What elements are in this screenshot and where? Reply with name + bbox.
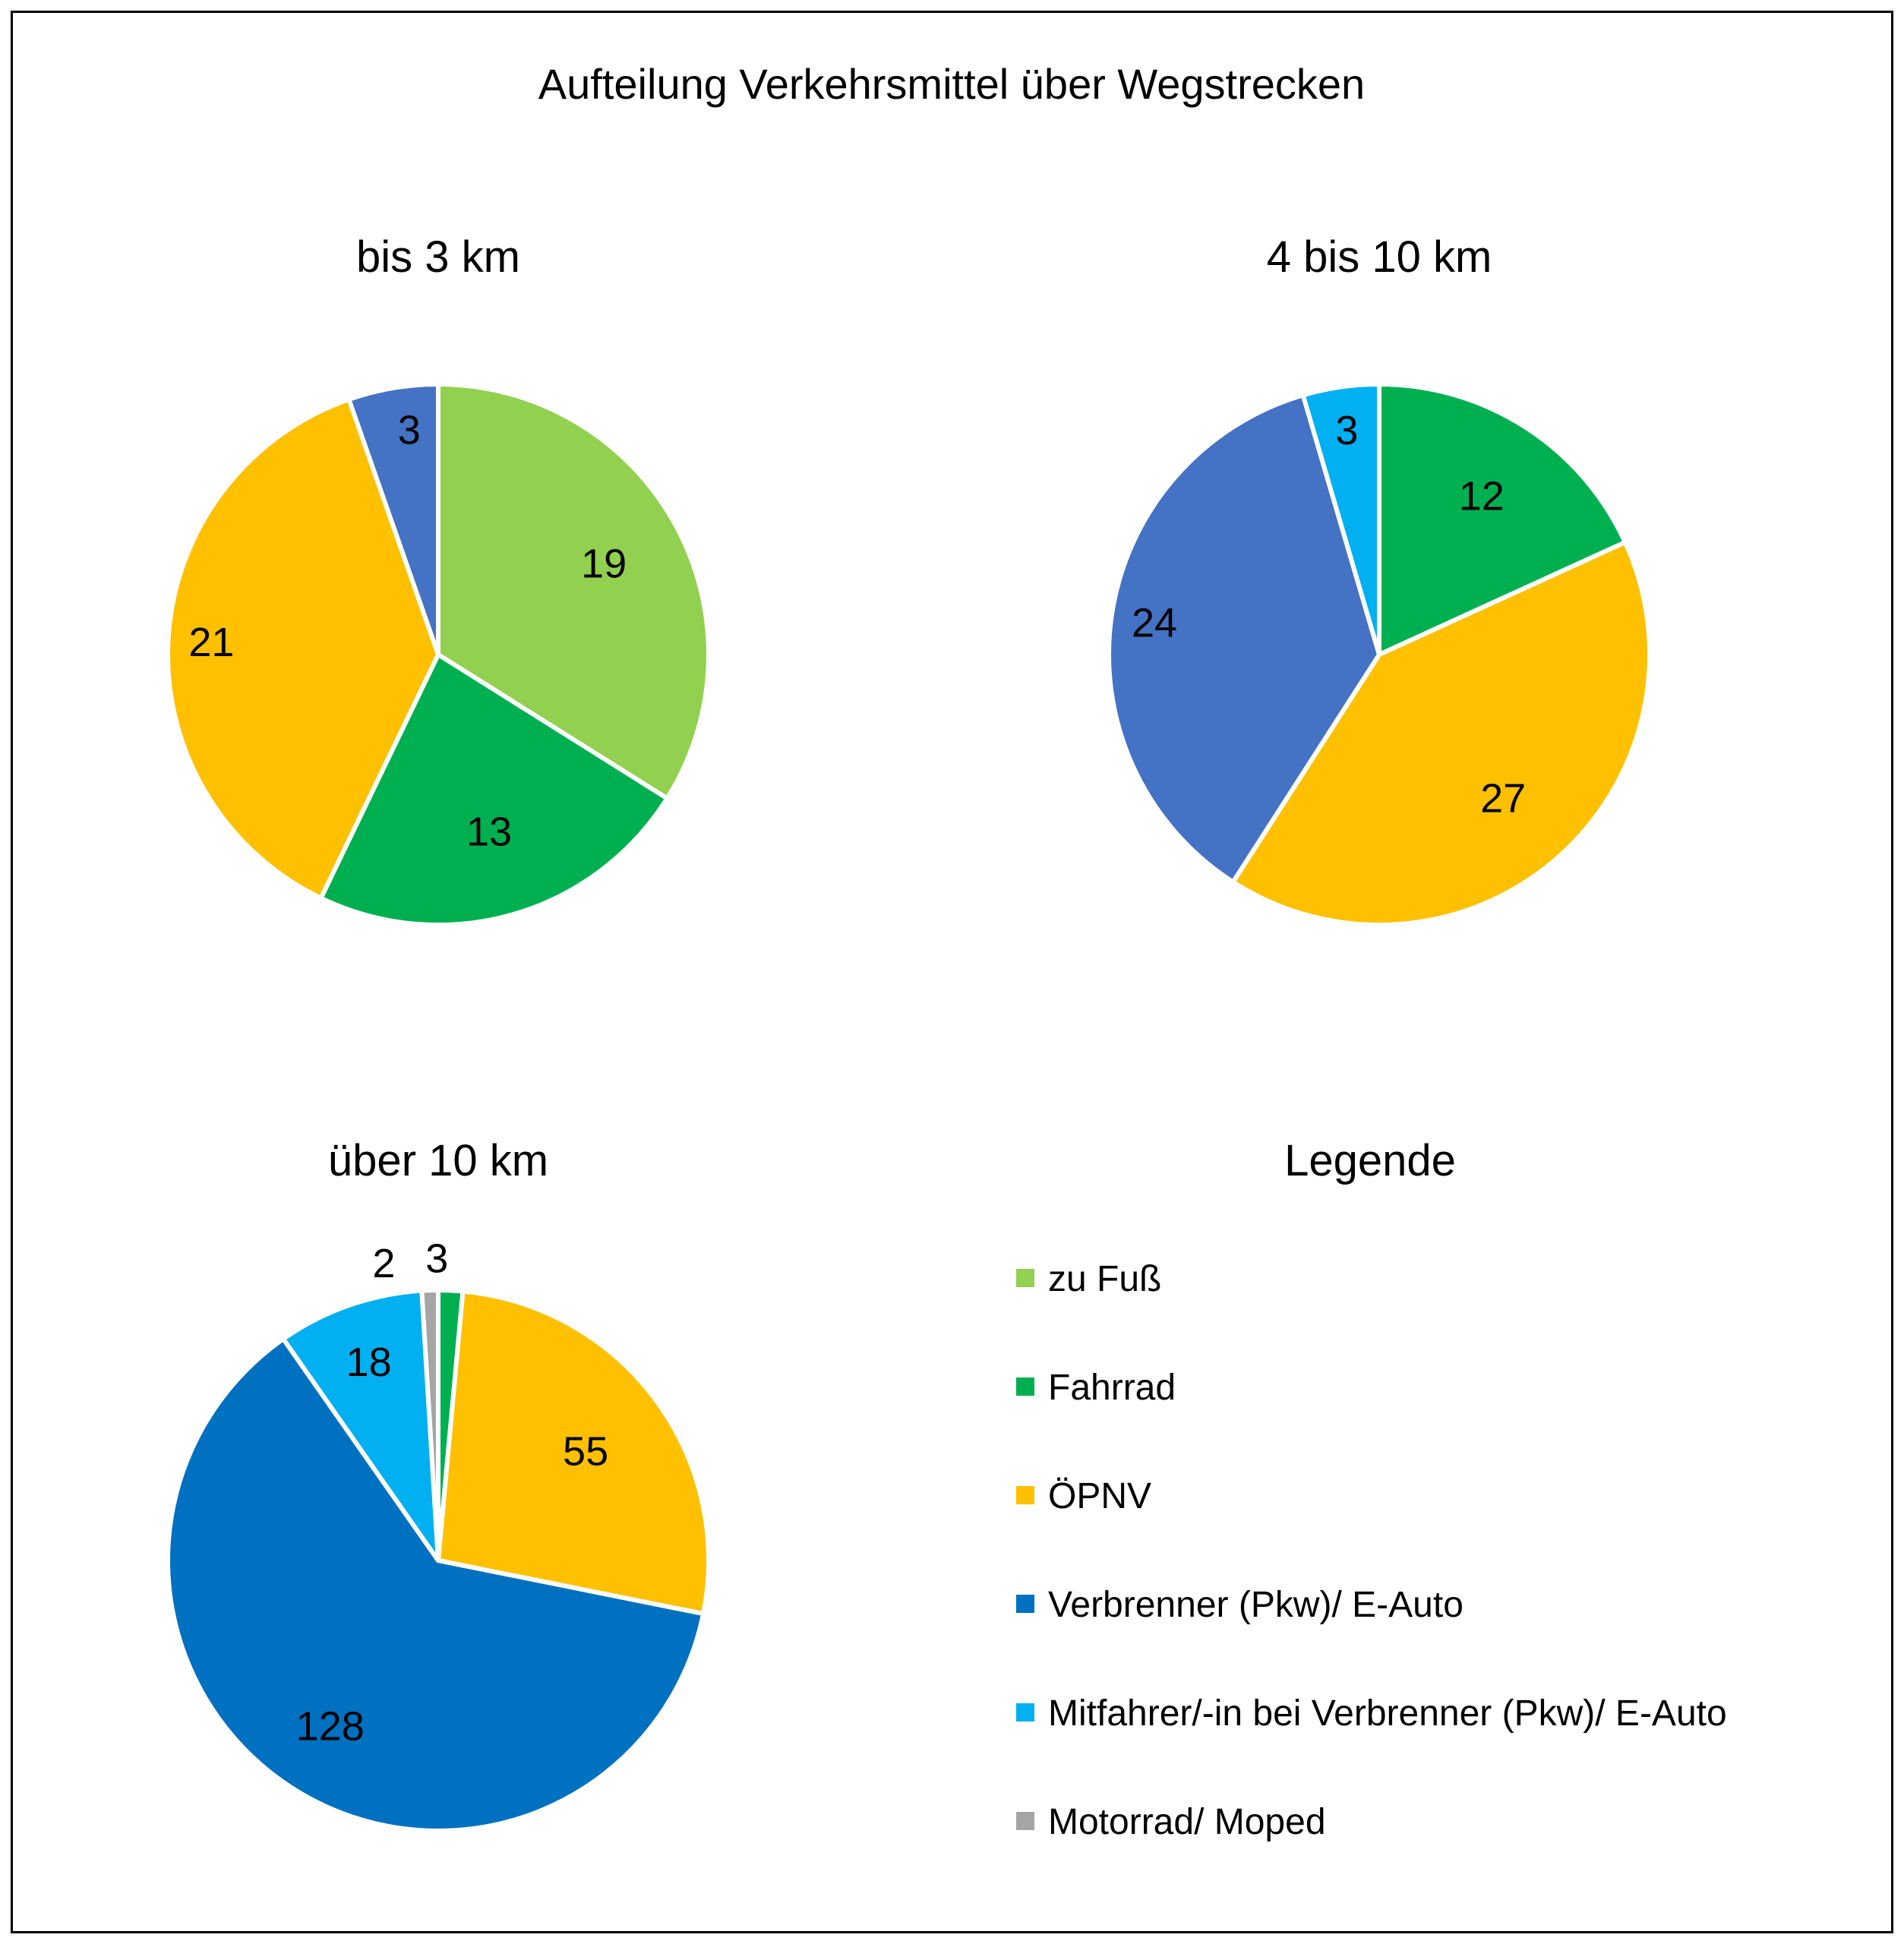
legend-swatch-fahrrad: [1016, 1378, 1034, 1396]
legend-label-motorrad: Motorrad/ Moped: [1048, 1802, 1326, 1842]
pie-slice-ueber-10-km-motorrad: [419, 1287, 440, 1563]
data-label-4-bis-10-km-pkw: 24: [1132, 600, 1177, 645]
legend-label-pkw: Verbrenner (Pkw)/ E-Auto: [1048, 1585, 1464, 1625]
legend-swatch-oepnv: [1016, 1486, 1034, 1504]
legend-swatch-pkw: [1016, 1595, 1034, 1613]
data-label-bis-3-km-oepnv: 21: [188, 620, 234, 665]
pie-slice-ueber-10-km-pkw: [166, 1336, 706, 1833]
data-label-ueber-10-km-oepnv: 55: [563, 1428, 608, 1474]
legend: Legende zu Fuß Fahrrad ÖPNV Verbrenner (Pkw…: [1016, 1136, 1727, 1842]
pie-title-bis-3-km: bis 3 km: [356, 232, 520, 282]
pie-slice-ueber-10-km-oepnv: [436, 1289, 711, 1617]
pie-slice-4-bis-10-km-oepnv: [1230, 540, 1652, 928]
legend-swatch-fuss: [1016, 1269, 1034, 1287]
pie-bis-3-km: bis 3 km 19 13 21 3: [166, 232, 711, 927]
pie-slice-4-bis-10-km-pkw: [1107, 393, 1381, 885]
chart-title: Aufteilung Verkehrsmittel über Wegstreck…: [538, 60, 1365, 108]
pie-slice-ueber-10-km-mitfahrer: [281, 1288, 440, 1563]
data-label-ueber-10-km-motorrad: 2: [372, 1241, 395, 1286]
data-label-ueber-10-km-fahrrad: 3: [425, 1236, 448, 1281]
data-label-ueber-10-km-mitfahrer: 18: [346, 1340, 392, 1385]
legend-title: Legende: [1284, 1136, 1456, 1185]
legend-label-mitfahrer: Mitfahrer/-in bei Verbrenner (Pkw)/ E-Au…: [1048, 1693, 1727, 1734]
data-label-bis-3-km-pkw: 3: [398, 407, 421, 453]
legend-label-fahrrad: Fahrrad: [1048, 1368, 1176, 1408]
data-label-bis-3-km-fuss: 19: [581, 541, 627, 586]
legend-swatch-motorrad: [1016, 1812, 1034, 1830]
pie-ueber-10-km: über 10 km 3 55 128 18 2: [166, 1136, 711, 1833]
pie-4-bis-10-km: 4 bis 10 km 12 27 24 3: [1107, 232, 1652, 928]
legend-label-oepnv: ÖPNV: [1048, 1476, 1151, 1516]
figure-frame: [11, 11, 1893, 1933]
pie-slice-4-bis-10-km-fahrrad: [1377, 382, 1628, 657]
data-label-4-bis-10-km-mitfahrer: 3: [1335, 408, 1358, 453]
pie-slice-bis-3-km-oepnv: [166, 396, 440, 901]
data-label-4-bis-10-km-fahrrad: 12: [1459, 473, 1505, 519]
data-label-4-bis-10-km-oepnv: 27: [1480, 775, 1526, 821]
data-label-ueber-10-km-pkw: 128: [296, 1703, 365, 1749]
pie-title-ueber-10-km: über 10 km: [328, 1136, 548, 1185]
pie-slice-bis-3-km-pkw: [346, 382, 440, 657]
legend-swatch-mitfahrer: [1016, 1703, 1034, 1722]
data-label-bis-3-km-fahrrad: 13: [466, 809, 512, 855]
pie-title-4-bis-10-km: 4 bis 10 km: [1267, 232, 1492, 282]
legend-label-fuss: zu Fuß: [1048, 1259, 1161, 1299]
pie-slice-4-bis-10-km-mitfahrer: [1300, 382, 1381, 657]
